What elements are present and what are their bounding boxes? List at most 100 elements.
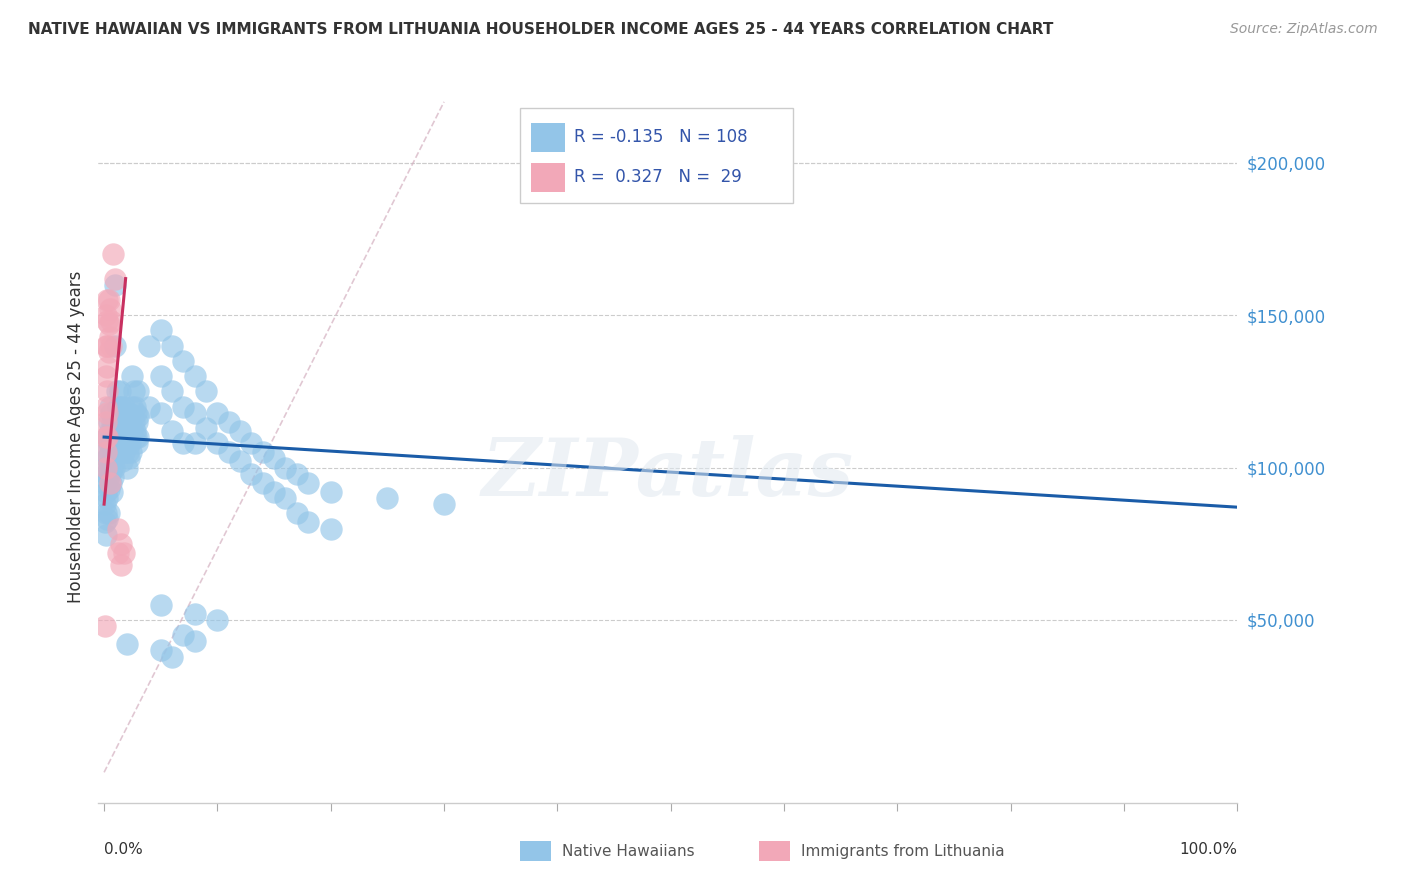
FancyBboxPatch shape — [531, 163, 565, 192]
Point — [96, 406, 118, 420]
Point — [96, 430, 118, 444]
Point — [319, 485, 342, 500]
Point — [149, 406, 172, 420]
Point — [96, 460, 118, 475]
Point — [184, 406, 207, 420]
Point — [149, 369, 172, 384]
Point — [96, 445, 118, 459]
Point — [124, 400, 146, 414]
Point — [125, 430, 148, 444]
Point — [96, 359, 118, 374]
Point — [120, 415, 142, 429]
Point — [274, 491, 297, 505]
Y-axis label: Householder Income Ages 25 - 44 years: Householder Income Ages 25 - 44 years — [66, 271, 84, 603]
Point — [297, 516, 319, 530]
Point — [94, 475, 117, 490]
Point — [97, 482, 120, 496]
Text: 100.0%: 100.0% — [1180, 842, 1237, 856]
Point — [114, 406, 136, 420]
Point — [377, 491, 399, 505]
Point — [138, 400, 160, 414]
Point — [97, 344, 120, 359]
Point — [96, 369, 118, 384]
Point — [285, 506, 308, 520]
Point — [96, 506, 118, 520]
Point — [100, 430, 122, 444]
Point — [96, 293, 118, 307]
Point — [105, 384, 128, 399]
Point — [103, 460, 125, 475]
Point — [103, 436, 125, 450]
Point — [138, 338, 160, 352]
Point — [94, 516, 117, 530]
Point — [97, 415, 120, 429]
Point — [125, 436, 148, 450]
Point — [104, 338, 127, 352]
Point — [96, 400, 118, 414]
Point — [101, 436, 124, 450]
Point — [112, 436, 135, 450]
Point — [98, 475, 121, 490]
Text: Native Hawaiians: Native Hawaiians — [562, 845, 695, 859]
Point — [263, 485, 285, 500]
Point — [229, 424, 252, 438]
Point — [96, 314, 118, 328]
Point — [118, 406, 141, 420]
Point — [108, 439, 131, 453]
Point — [195, 384, 218, 399]
Point — [96, 338, 118, 352]
Point — [97, 293, 120, 307]
Text: NATIVE HAWAIIAN VS IMMIGRANTS FROM LITHUANIA HOUSEHOLDER INCOME AGES 25 - 44 YEA: NATIVE HAWAIIAN VS IMMIGRANTS FROM LITHU… — [28, 22, 1053, 37]
Point — [252, 475, 274, 490]
Point — [117, 424, 139, 438]
Point — [117, 445, 139, 459]
Point — [108, 384, 131, 399]
Point — [101, 424, 124, 438]
Point — [96, 415, 118, 429]
Point — [110, 445, 132, 459]
Point — [149, 643, 172, 657]
Point — [122, 384, 145, 399]
Point — [127, 384, 149, 399]
Point — [96, 308, 118, 322]
Point — [149, 323, 172, 337]
Point — [100, 314, 122, 328]
Point — [96, 527, 118, 541]
Point — [252, 445, 274, 459]
Point — [101, 460, 124, 475]
Point — [107, 400, 129, 414]
Point — [101, 247, 124, 261]
Point — [127, 409, 149, 423]
Point — [172, 436, 194, 450]
Point — [319, 521, 342, 535]
Point — [98, 467, 121, 481]
Point — [127, 430, 149, 444]
Point — [433, 497, 456, 511]
Point — [184, 607, 207, 621]
Point — [240, 467, 263, 481]
Point — [240, 436, 263, 450]
Point — [110, 558, 132, 573]
Point — [107, 521, 129, 535]
Point — [94, 460, 117, 475]
Point — [101, 485, 124, 500]
Point — [114, 400, 136, 414]
Point — [97, 318, 120, 332]
Point — [96, 430, 118, 444]
Point — [96, 384, 118, 399]
Point — [96, 485, 118, 500]
Point — [96, 473, 118, 487]
Point — [207, 436, 229, 450]
Point — [172, 354, 194, 368]
Point — [97, 506, 120, 520]
Point — [297, 475, 319, 490]
Point — [118, 430, 141, 444]
Point — [100, 406, 122, 420]
Point — [263, 451, 285, 466]
Point — [96, 445, 118, 459]
Point — [94, 497, 117, 511]
Point — [108, 430, 131, 444]
Point — [97, 436, 120, 450]
Point — [172, 628, 194, 642]
Point — [98, 424, 121, 438]
